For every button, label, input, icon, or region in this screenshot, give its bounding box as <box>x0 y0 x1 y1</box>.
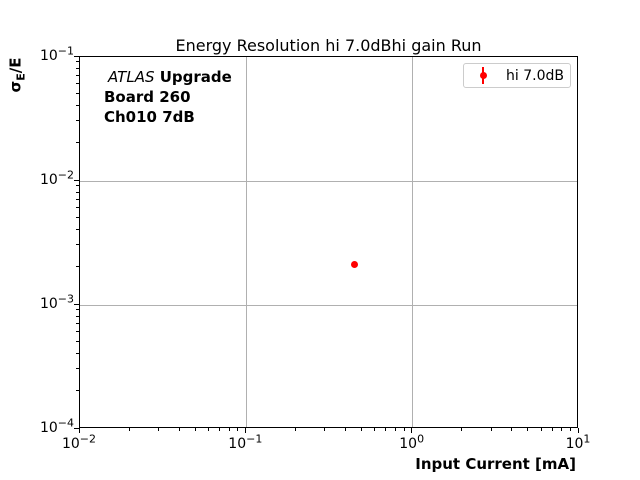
y-minor-tick <box>76 120 79 122</box>
x-minor-tick <box>569 428 571 431</box>
y-minor-tick <box>76 67 79 69</box>
x-minor-tick <box>395 428 397 431</box>
gridline-vertical <box>245 57 247 427</box>
ylabel-rest: /E <box>6 57 25 74</box>
x-minor-tick <box>228 428 230 431</box>
y-minor-tick <box>76 142 79 144</box>
y-minor-tick <box>76 315 79 317</box>
y-tick-label: 10−2 <box>39 168 74 188</box>
y-minor-tick <box>76 390 79 392</box>
y-minor-tick <box>76 83 79 84</box>
errorbar-marker-icon <box>479 67 487 84</box>
annotation-line-experiment: ATLAS Upgrade <box>108 67 232 87</box>
y-minor-tick <box>76 244 79 246</box>
annotation-channel: Ch010 7dB <box>104 108 195 126</box>
y-minor-tick <box>76 352 79 354</box>
y-axis-label: σE/E <box>7 58 28 93</box>
x-minor-tick <box>461 428 463 431</box>
y-tick-label: 10−3 <box>39 292 74 312</box>
y-minor-tick <box>76 340 79 342</box>
data-point <box>351 261 358 269</box>
y-minor-tick <box>76 198 79 200</box>
y-major-tick <box>74 55 79 57</box>
y-minor-tick <box>76 61 79 63</box>
x-minor-tick <box>128 428 130 431</box>
y-tick-label: 10−1 <box>39 44 74 64</box>
x-minor-tick <box>511 428 513 431</box>
y-minor-tick <box>76 104 79 106</box>
x-minor-tick <box>561 428 563 431</box>
y-minor-tick <box>76 92 79 94</box>
gridline-horizontal <box>80 304 577 306</box>
y-minor-tick <box>76 309 79 311</box>
x-minor-tick <box>237 428 239 431</box>
y-minor-tick <box>76 228 79 230</box>
y-minor-tick <box>76 191 79 193</box>
x-tick-label: 10−1 <box>228 432 263 452</box>
x-minor-tick <box>194 428 196 431</box>
x-minor-tick <box>219 428 221 431</box>
x-major-tick <box>78 428 80 433</box>
x-tick-label: 101 <box>565 432 591 452</box>
x-minor-tick <box>385 428 387 431</box>
y-major-tick <box>74 179 79 181</box>
x-minor-tick <box>344 428 346 431</box>
annotation-block: ATLAS Upgrade Board 260 Ch010 7dB <box>104 67 232 127</box>
plot-area: ATLAS Upgrade Board 260 Ch010 7dB hi 7.0… <box>79 56 578 428</box>
x-minor-tick <box>403 428 405 431</box>
y-minor-tick <box>76 185 79 187</box>
x-minor-tick <box>361 428 363 431</box>
x-minor-tick <box>551 428 553 431</box>
legend-label: hi 7.0dB <box>506 67 564 84</box>
x-minor-tick <box>540 428 542 431</box>
y-minor-tick <box>76 368 79 370</box>
y-minor-tick <box>76 266 79 268</box>
y-tick-label: 10−4 <box>39 416 74 436</box>
annotation-experiment: ATLAS <box>108 68 155 86</box>
gridline-vertical <box>412 57 414 427</box>
x-axis-label: Input Current [mA] <box>415 455 576 473</box>
y-minor-tick <box>76 207 79 208</box>
x-minor-tick <box>324 428 326 431</box>
x-tick-label: 10−2 <box>61 432 97 452</box>
y-major-tick <box>74 427 79 429</box>
annotation-board: Board 260 <box>104 88 191 106</box>
y-minor-tick <box>76 331 79 332</box>
x-major-tick <box>411 428 413 433</box>
y-major-tick <box>74 303 79 305</box>
legend-box: hi 7.0dB <box>463 63 571 88</box>
errorbar-dot <box>479 72 487 79</box>
y-minor-tick <box>76 74 79 76</box>
x-minor-tick <box>178 428 180 431</box>
annotation-tag: Upgrade <box>159 68 232 86</box>
ylabel-subscript: E <box>14 73 28 81</box>
y-minor-tick <box>76 322 79 324</box>
x-tick-label: 100 <box>399 432 425 452</box>
x-minor-tick <box>490 428 492 431</box>
x-minor-tick <box>157 428 159 431</box>
x-minor-tick <box>527 428 529 431</box>
y-minor-tick <box>76 216 79 218</box>
x-minor-tick <box>374 428 376 431</box>
x-minor-tick <box>294 428 296 431</box>
x-minor-tick <box>207 428 209 431</box>
x-major-tick <box>244 428 246 433</box>
x-major-tick <box>577 428 579 433</box>
chart-title: Energy Resolution hi 7.0dBhi gain Run <box>175 36 482 55</box>
ylabel-symbol: σ <box>6 80 25 93</box>
gridline-horizontal <box>80 180 577 182</box>
